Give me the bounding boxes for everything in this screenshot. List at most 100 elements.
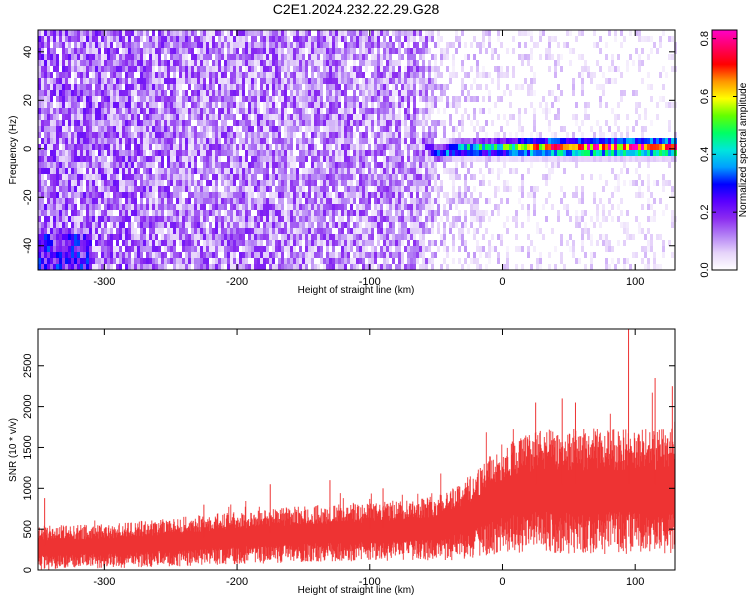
spectrogram-cell [98, 48, 101, 54]
spectrogram-cell [140, 132, 143, 138]
spectrogram-cell [437, 192, 440, 198]
spectrogram-cell [431, 102, 434, 108]
spectrogram-cell [311, 132, 314, 138]
spectrogram-cell [287, 252, 290, 258]
spectrogram-cell [314, 240, 317, 246]
spectrogram-cell [275, 126, 278, 132]
spectrogram-cell [314, 78, 317, 84]
spectrogram-cell [218, 264, 221, 270]
spectrogram-cell [404, 186, 407, 192]
spectrogram-cell [95, 96, 98, 102]
spectrogram-cell [113, 36, 116, 42]
spectrogram-cell [152, 234, 155, 240]
spectrogram-cell [239, 84, 242, 90]
spectrogram-cell [356, 144, 359, 150]
spectrogram-cell [269, 222, 272, 228]
spectrogram-cell [92, 156, 95, 162]
spectrogram-cell [98, 150, 101, 156]
spectrogram-cell [170, 54, 173, 60]
spectrogram-cell [431, 66, 434, 72]
spectrogram-cell [329, 234, 332, 240]
spectrogram-cell [56, 54, 59, 60]
spectrogram-cell [224, 72, 227, 78]
spectrogram-cell [230, 264, 233, 270]
spectrogram-cell [299, 84, 302, 90]
spectrogram-cell [362, 132, 365, 138]
spectrogram-cell [338, 126, 341, 132]
spectrogram-cell [455, 72, 458, 78]
spectrogram-cell [128, 216, 131, 222]
spectrogram-cell [143, 78, 146, 84]
spectrogram-cell [368, 150, 371, 156]
spectrogram-cell [230, 54, 233, 60]
spectrogram-cell [398, 162, 401, 168]
spectrogram-cell [251, 108, 254, 114]
spectrogram-cell [407, 174, 410, 180]
spectrogram-cell [200, 192, 203, 198]
spectrogram-cell [368, 90, 371, 96]
spectrogram-cell [170, 192, 173, 198]
spectrogram-cell [380, 252, 383, 258]
spectrogram-cell [173, 252, 176, 258]
spectrogram-cell [344, 108, 347, 114]
spectrogram-cell [65, 150, 68, 156]
spectrogram-cell [347, 84, 350, 90]
spectrogram-cell [131, 222, 134, 228]
spectrogram-cell [296, 258, 299, 264]
spectrogram-cell [377, 132, 380, 138]
spectrogram-cell [230, 150, 233, 156]
spectrogram-cell [53, 180, 56, 186]
spectrogram-cell [392, 78, 395, 84]
spectrogram-cell [122, 138, 125, 144]
spectrogram-cell [230, 126, 233, 132]
spectrogram-cell [191, 102, 194, 108]
spectrogram-cell [398, 120, 401, 126]
spectrogram-cell [152, 204, 155, 210]
spectrogram-cell [365, 66, 368, 72]
spectrogram-cell [353, 234, 356, 240]
spectrogram-cell [431, 264, 434, 270]
spectrogram-cell [404, 174, 407, 180]
spectrogram-cell [128, 264, 131, 270]
spectrogram-cell [428, 108, 431, 114]
spectrogram-cell [50, 174, 53, 180]
spectrogram-cell [65, 36, 68, 42]
spectrogram-cell [200, 60, 203, 66]
spectrogram-cell [209, 246, 212, 252]
spectrogram-cell [62, 246, 65, 252]
spectrogram-cell [59, 216, 62, 222]
spectrogram-cell [98, 78, 101, 84]
spectrogram-cell [107, 30, 110, 36]
spectrogram-cell [242, 234, 245, 240]
spectrogram-cell [350, 78, 353, 84]
spectrogram-cell [47, 96, 50, 102]
spectrogram-cell [254, 108, 257, 114]
spectrogram-cell [263, 60, 266, 66]
spectrogram-cell [302, 210, 305, 216]
spectrogram-cell [71, 108, 74, 114]
spectrogram-cell [305, 198, 308, 204]
spectrogram-cell [332, 156, 335, 162]
spectrogram-cell [200, 258, 203, 264]
spectrogram-cell [299, 192, 302, 198]
spectrogram-cell [284, 30, 287, 36]
spectrogram-cell [266, 120, 269, 126]
spectrogram-cell [371, 90, 374, 96]
spectrogram-cell [221, 114, 224, 120]
spectrogram-cell [305, 120, 308, 126]
spectrogram-cell [458, 246, 461, 252]
spectrogram-cell [311, 120, 314, 126]
spectrogram-cell [344, 156, 347, 162]
spectrogram-cell [308, 144, 311, 150]
spectrogram-cell [338, 30, 341, 36]
spectrogram-cell [44, 264, 47, 270]
spectrogram-cell [221, 234, 224, 240]
spectrogram-cell [320, 96, 323, 102]
spectrogram-cell [233, 156, 236, 162]
spectrogram-cell [212, 204, 215, 210]
spectrogram-cell [437, 186, 440, 192]
spectrogram-cell [308, 240, 311, 246]
spectrogram-cell [104, 36, 107, 42]
spectrogram-cell [419, 168, 422, 174]
spectrogram-cell [233, 216, 236, 222]
